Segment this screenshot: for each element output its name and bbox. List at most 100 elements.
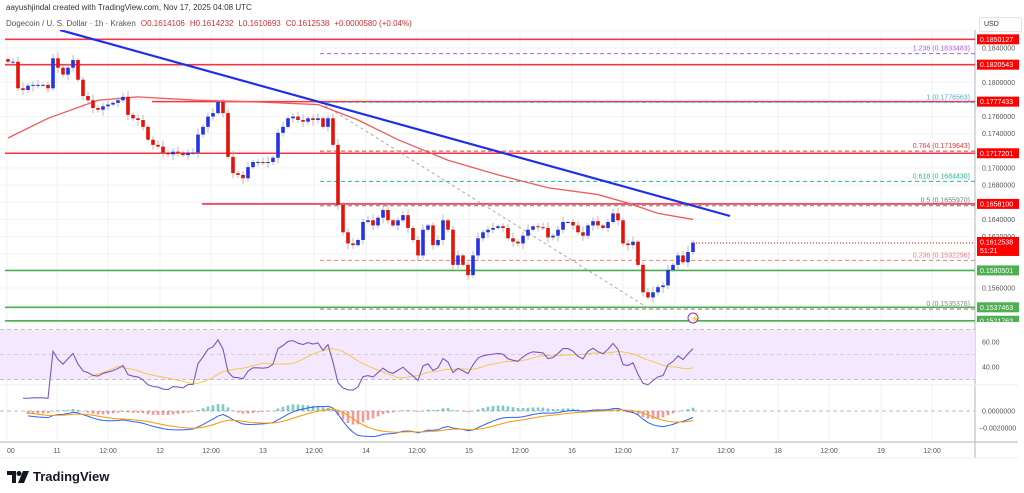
macd-histogram-bar [531, 407, 535, 411]
candle [56, 58, 60, 68]
candle [161, 146, 165, 153]
macd-histogram-bar [151, 411, 155, 415]
candle [546, 227, 550, 238]
candle [301, 120, 305, 122]
macd-histogram-bar [451, 409, 455, 411]
time-tick-label: 13 [259, 448, 267, 455]
macd-histogram-bar [311, 405, 315, 411]
candle [61, 67, 65, 75]
candle [41, 84, 45, 86]
macd-histogram-bar [551, 408, 555, 411]
macd-histogram-bar [291, 404, 295, 411]
macd-histogram-bar [171, 411, 175, 415]
macd-histogram-bar [41, 411, 45, 414]
macd-histogram-bar [436, 409, 440, 411]
time-tick-label: 16 [568, 448, 576, 455]
candle [331, 118, 335, 145]
macd-histogram-bar [631, 411, 635, 413]
candle [321, 118, 325, 127]
brand-name: TradingView [33, 469, 110, 484]
candle [541, 227, 545, 229]
macd-histogram-bar [81, 411, 85, 412]
candle [256, 162, 260, 164]
trendline [59, 30, 731, 218]
candle [626, 243, 630, 246]
macd-histogram-bar [546, 408, 550, 411]
macd-histogram-bar [686, 409, 690, 411]
price-tag [977, 302, 1019, 313]
macd-histogram-bar [661, 411, 665, 418]
macd-histogram-bar [621, 411, 625, 412]
candle [116, 100, 120, 103]
candle [536, 226, 540, 228]
macd-histogram-bar [501, 405, 505, 411]
price-tag-label: 0.1820543 [980, 62, 1013, 69]
candle [131, 114, 135, 119]
macd-histogram-bar [191, 411, 195, 412]
tradingview-logo[interactable]: TradingView [7, 469, 109, 484]
macd-histogram-bar [456, 410, 460, 411]
candle [641, 264, 645, 293]
price-tag-label: 0.1658100 [980, 201, 1013, 208]
fib-level-label: 0.764 (0.1719643) [913, 143, 970, 150]
candle [316, 118, 320, 121]
candle [676, 255, 680, 265]
macd-histogram-bar [366, 411, 370, 421]
fib-level-label: 1.236 (0.1833483) [913, 46, 970, 53]
macd-histogram-bar [446, 407, 450, 411]
lightning-glyph: ⚡ [691, 314, 700, 323]
candle [361, 221, 365, 240]
symbol-title[interactable]: Dogecoin / U. S. Dollar · 1h · Kraken [6, 18, 136, 28]
macd-histogram-bar [36, 411, 40, 414]
candle [666, 269, 670, 286]
macd-histogram-bar [111, 411, 115, 414]
candle [236, 173, 240, 175]
time-tick-label: 19 [877, 448, 885, 455]
candle [446, 220, 450, 230]
macd-signal-line [27, 408, 694, 433]
macd-histogram-bar [296, 404, 300, 411]
candle [556, 229, 560, 236]
time-tick-label: 14 [362, 448, 370, 455]
candle [456, 255, 460, 265]
currency-button[interactable]: USD [979, 17, 1022, 32]
candle [51, 58, 55, 89]
candle [401, 215, 405, 221]
macd-histogram-bar [251, 411, 255, 413]
macd-histogram-bar [536, 407, 540, 411]
fib-level-label: 1 (0.1776563) [926, 94, 970, 101]
macd-histogram-bar [321, 407, 325, 411]
macd-histogram-bar [146, 411, 150, 415]
macd-histogram-bar [421, 410, 425, 412]
macd-histogram-bar [46, 411, 50, 414]
macd-histogram-bar [476, 409, 480, 411]
candle [26, 85, 30, 91]
price-tag [977, 59, 1019, 70]
candle [71, 60, 75, 68]
candle [606, 221, 610, 228]
candle [411, 227, 415, 240]
macd-histogram-bar [351, 411, 355, 425]
time-tick-label: 12:00 [820, 448, 838, 455]
candle [146, 126, 150, 140]
candle [126, 96, 130, 115]
macd-histogram-bar [376, 411, 380, 417]
candle [261, 162, 265, 164]
macd-tick-label: −0.0020000 [979, 426, 1016, 433]
candle [661, 285, 665, 288]
macd-histogram-bar [496, 405, 500, 411]
macd-histogram-bar [406, 410, 410, 411]
candle [196, 134, 200, 153]
macd-histogram-bar [576, 409, 580, 411]
macd-histogram-bar [246, 411, 250, 414]
candle [216, 102, 220, 114]
candle [671, 264, 675, 270]
macd-histogram-bar [76, 409, 80, 411]
candle [516, 241, 520, 244]
last-price-tag [977, 236, 1019, 256]
macd-histogram-bar [166, 411, 170, 415]
candle [371, 220, 375, 226]
candle [506, 227, 510, 239]
candle [251, 162, 255, 168]
